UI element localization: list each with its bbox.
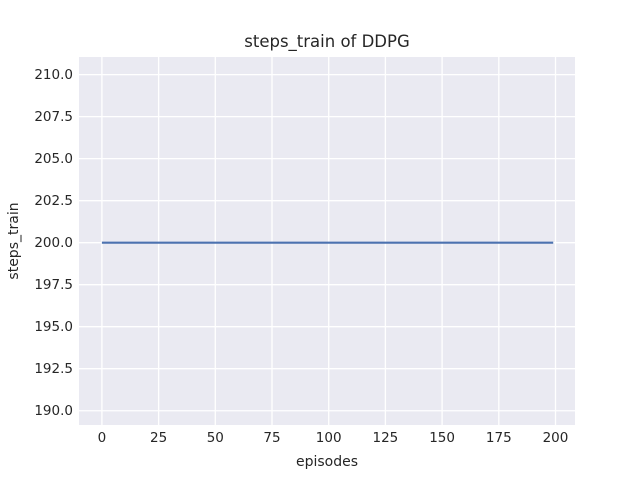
plot-area [79, 57, 575, 425]
x-tick-label: 150 [429, 430, 455, 446]
y-tick-label: 192.5 [34, 360, 73, 377]
y-tick-label: 205.0 [34, 150, 73, 167]
x-tick-label: 100 [315, 430, 342, 446]
y-tick-label: 197.5 [34, 276, 73, 293]
x-tick-label: 200 [542, 430, 569, 446]
y-tick-label: 202.5 [34, 192, 73, 209]
y-tick-label: 200.0 [34, 234, 73, 251]
y-tick-label: 195.0 [34, 318, 73, 335]
x-tick-label: 0 [97, 430, 107, 446]
x-tick-label: 75 [263, 430, 281, 446]
x-tick-label: 175 [485, 430, 512, 446]
chart-title: steps_train of DDPG [244, 32, 410, 51]
x-axis-label: episodes [295, 454, 359, 470]
y-tick-label: 207.5 [34, 108, 73, 125]
x-tick-label: 50 [206, 430, 224, 446]
y-tick-label: 210.0 [34, 66, 73, 83]
y-tick-label: 190.0 [34, 402, 73, 419]
x-tick-label: 25 [150, 430, 168, 446]
plot-canvas [79, 57, 575, 425]
x-tick-label: 125 [372, 430, 399, 446]
